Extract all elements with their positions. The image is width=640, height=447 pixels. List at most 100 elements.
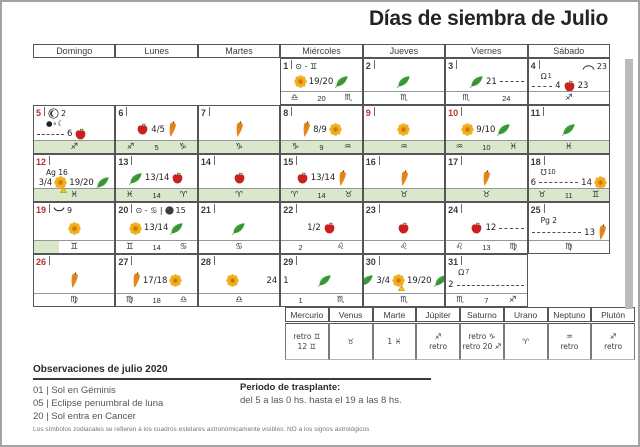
- day-number-tick: [49, 156, 51, 165]
- annotation-text: 9/10: [476, 124, 496, 135]
- day-cell-5: 5 2 ●∘☾ 6 ♐: [33, 105, 116, 154]
- zodiac-symbol: ♉: [482, 190, 491, 200]
- day-cell-annotation: Pg 2: [529, 216, 609, 225]
- apple-icon: [323, 221, 336, 235]
- day-cell-zodiac-band: ♓ 14 ♈: [116, 188, 197, 201]
- day-number-tick: [378, 256, 380, 265]
- day-cell-top: 17: [446, 155, 526, 168]
- day-cell-top-right: 23: [582, 62, 607, 71]
- leaf-icon: [497, 123, 511, 136]
- day-cell-icons: 6: [34, 127, 114, 141]
- day-cell-zodiac-band: ♌ 13 ♍: [446, 240, 527, 253]
- carrot-icon: [597, 224, 607, 241]
- day-number: 14: [200, 157, 211, 167]
- leaf-icon: [433, 274, 445, 287]
- day-cell-zodiac-band: ♐ 5 ♑: [116, 140, 197, 153]
- day-number: 16: [365, 157, 376, 167]
- day-cell-23: 23 ♌: [362, 202, 446, 254]
- planet-position-neptuno: ♒ retro: [547, 323, 592, 360]
- period-dash-line: [531, 85, 553, 87]
- moon-sign-hour: 11: [564, 190, 573, 200]
- day-number: 25: [530, 205, 541, 215]
- day-cell-top: 19 9: [34, 203, 114, 216]
- ascending-node-icon: Ω: [458, 268, 465, 277]
- planet-header-neptuno: Neptuno: [547, 307, 592, 322]
- apple-icon: [397, 221, 410, 235]
- node-hour: 7: [465, 269, 470, 276]
- annotation-text: ⊙ - ♊: [295, 61, 318, 71]
- planet-header-urano: Urano: [503, 307, 548, 322]
- lunar-turning-point-down-icon: [582, 63, 595, 70]
- leaf-icon: [470, 75, 484, 88]
- annotation-text: 4/5: [151, 124, 165, 135]
- planet-header-plutón: Plutón: [591, 307, 635, 322]
- day-number-tick: [208, 107, 210, 116]
- flower-icon: [226, 274, 239, 287]
- apple-icon: [171, 171, 184, 185]
- day-cell-16: 16 ♉: [362, 154, 446, 202]
- day-cell-15: 15 13/14 ♈ 14 ♉: [280, 154, 363, 202]
- day-number-tick: [373, 60, 375, 69]
- planet-position-line: retro: [429, 342, 448, 351]
- day-number: 24: [448, 205, 459, 215]
- zodiac-symbol: ♊: [70, 242, 79, 252]
- day-number-tick: [131, 256, 133, 265]
- day-cell-zodiac-band: ♎ 20 ♏: [281, 91, 362, 104]
- day-number-tick: [44, 107, 46, 116]
- day-cell-top: 3: [446, 59, 526, 72]
- day-number-tick: [296, 156, 298, 165]
- period-dash-line: [531, 232, 582, 233]
- day-cell-17: 17 ♉: [445, 154, 528, 202]
- day-cell-21: 21 ♋: [197, 202, 281, 254]
- day-cell-25: 25 Pg 2 13 ♍: [527, 202, 610, 254]
- day-cell-zodiac-band: 2 ♌: [281, 240, 362, 253]
- day-number: 5: [36, 108, 42, 118]
- flower-icon: [54, 176, 68, 189]
- day-number-tick: [213, 204, 215, 213]
- transplant-period-title: Periodo de trasplante:: [240, 382, 341, 393]
- moon-sign-hour: 9: [319, 142, 324, 152]
- day-number-tick: [291, 107, 293, 116]
- zodiac-symbol: ♒: [400, 142, 408, 152]
- day-cell-29: 29 1 1 ♏: [280, 254, 363, 307]
- zodiac-symbol: ♎: [235, 295, 243, 305]
- day-cell-top: 27: [116, 255, 196, 268]
- day-cell-26: 26 ♍: [33, 254, 116, 307]
- zodiac-symbol: ♑: [291, 142, 300, 152]
- day-cell-zodiac-band: ♏: [363, 91, 445, 104]
- day-cell-top: 7: [199, 106, 279, 119]
- zodiac-symbol: ♐: [508, 295, 517, 305]
- moon-sign-hour: 14: [152, 242, 161, 252]
- node-hour: 1: [547, 73, 552, 80]
- annotation-text: 19/20: [69, 177, 94, 188]
- day-number: 13: [118, 157, 129, 167]
- day-number: 7: [200, 108, 206, 118]
- day-number-tick: [378, 204, 380, 213]
- day-cell-19: 19 9 ♊: [33, 202, 116, 254]
- day-cell-zodiac-band: ♉ 11 ♊: [528, 188, 609, 201]
- zodiac-symbol: ♐: [564, 93, 573, 103]
- period-dash-line: [538, 182, 579, 183]
- carrot-icon: [167, 121, 177, 138]
- day-cell-14: 14 ♈: [197, 154, 281, 202]
- annotation-text: 19/20: [308, 76, 334, 87]
- day-cell-icons: 13: [529, 224, 609, 241]
- day-cell-top: 11: [529, 106, 609, 119]
- day-cell-zodiac-band: ♒ 10 ♓: [446, 140, 527, 153]
- carrot-icon: [337, 169, 347, 187]
- day-number: 17: [448, 157, 459, 167]
- day-cell-top: 8: [281, 106, 361, 119]
- zodiac-symbol: ♐: [70, 142, 79, 152]
- carrot-icon: [234, 121, 244, 138]
- day-number: 20: [118, 205, 129, 215]
- leaf-icon: [397, 75, 411, 88]
- day-number: 30: [365, 257, 376, 267]
- annotation-text: 23: [577, 81, 589, 91]
- carrot-icon: [301, 121, 311, 138]
- apple-icon: [74, 127, 87, 141]
- day-cell-7: 7 ♑: [197, 105, 281, 154]
- day-cell-12: 12 Ag 16 3/4 19/20 ♓: [33, 154, 116, 202]
- planet-header-venus: Venus: [328, 307, 373, 322]
- zodiac-symbol: ♓: [70, 190, 79, 200]
